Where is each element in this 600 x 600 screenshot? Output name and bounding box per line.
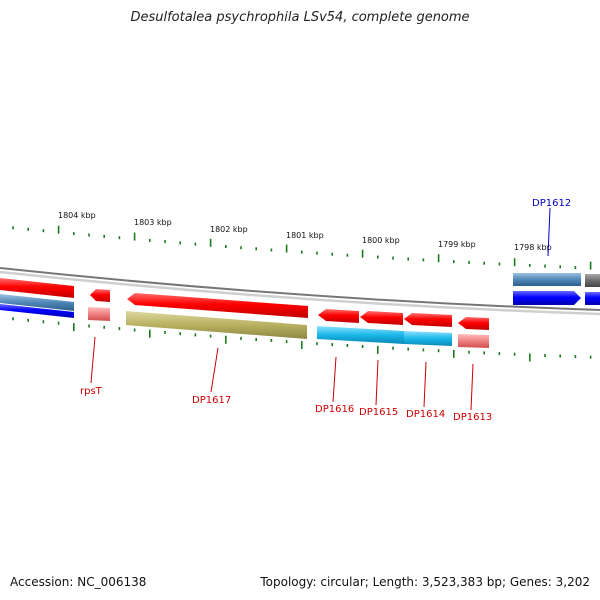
feature-DP1613-pink[interactable] xyxy=(458,334,489,348)
gene-label-DP1616[interactable]: DP1616 xyxy=(315,404,354,415)
gene-right-blue[interactable] xyxy=(585,292,600,305)
scale-labels: 1804 kbp 1803 kbp 1802 kbp 1801 kbp 1800… xyxy=(58,211,552,252)
scale-label-1804: 1804 kbp xyxy=(58,211,96,220)
scale-label-1802: 1802 kbp xyxy=(210,225,248,234)
leader-DP1614 xyxy=(423,361,427,408)
cds-DP1616-red[interactable] xyxy=(318,309,359,323)
feature-DP1617-olive[interactable] xyxy=(126,311,307,339)
genome-backbone-outer xyxy=(0,267,600,311)
leader-DP1613 xyxy=(470,363,474,411)
gene-label-DP1614[interactable]: DP1614 xyxy=(406,409,445,420)
gene-label-DP1612[interactable]: DP1612 xyxy=(532,198,571,209)
gene-DP1612-steel[interactable] xyxy=(513,273,581,286)
leader-DP1612 xyxy=(547,207,551,257)
cds-DP1615-red[interactable] xyxy=(360,311,403,325)
leader-DP1617 xyxy=(210,347,219,393)
cds-DP1614-red[interactable] xyxy=(404,313,452,327)
scale-label-1799: 1799 kbp xyxy=(438,240,476,249)
scale-label-1801: 1801 kbp xyxy=(286,231,324,240)
leader-rpsT xyxy=(90,336,96,384)
genome-title: Desulfotalea psychrophila LSv54, complet… xyxy=(130,10,470,25)
gene-label-DP1617[interactable]: DP1617 xyxy=(192,395,231,406)
cds-DP1613-red[interactable] xyxy=(458,317,489,330)
scale-label-1800: 1800 kbp xyxy=(362,236,400,245)
scale-label-1798: 1798 kbp xyxy=(514,243,552,252)
feature-DP1616-cyan[interactable] xyxy=(317,326,404,344)
gene-left-blue[interactable] xyxy=(0,304,74,318)
gene-left-steel[interactable] xyxy=(0,294,74,311)
feature-DP1615-cyan[interactable] xyxy=(404,331,452,346)
leader-DP1615 xyxy=(375,359,379,406)
cds-DP1617-red[interactable] xyxy=(127,293,308,318)
outer-tick-ring xyxy=(12,225,592,270)
leader-DP1616 xyxy=(332,356,337,403)
genome-summary-text: Topology: circular; Length: 3,523,383 bp… xyxy=(260,575,590,589)
gene-label-DP1615[interactable]: DP1615 xyxy=(359,407,398,418)
accession-text: Accession: NC_006138 xyxy=(10,575,147,589)
scale-label-1803: 1803 kbp xyxy=(134,218,172,227)
gene-right-gray[interactable] xyxy=(585,274,600,287)
inner-tick-ring xyxy=(12,317,592,362)
cds-rpsT-red[interactable] xyxy=(90,289,110,302)
gene-label-DP1613[interactable]: DP1613 xyxy=(453,412,492,423)
cds-left-red[interactable] xyxy=(0,278,74,298)
genome-backbone-inner xyxy=(0,270,600,316)
feature-rpsT-pink[interactable] xyxy=(88,307,110,321)
gene-DP1612-blue[interactable] xyxy=(513,291,581,305)
gene-label-rpsT[interactable]: rpsT xyxy=(80,386,103,397)
